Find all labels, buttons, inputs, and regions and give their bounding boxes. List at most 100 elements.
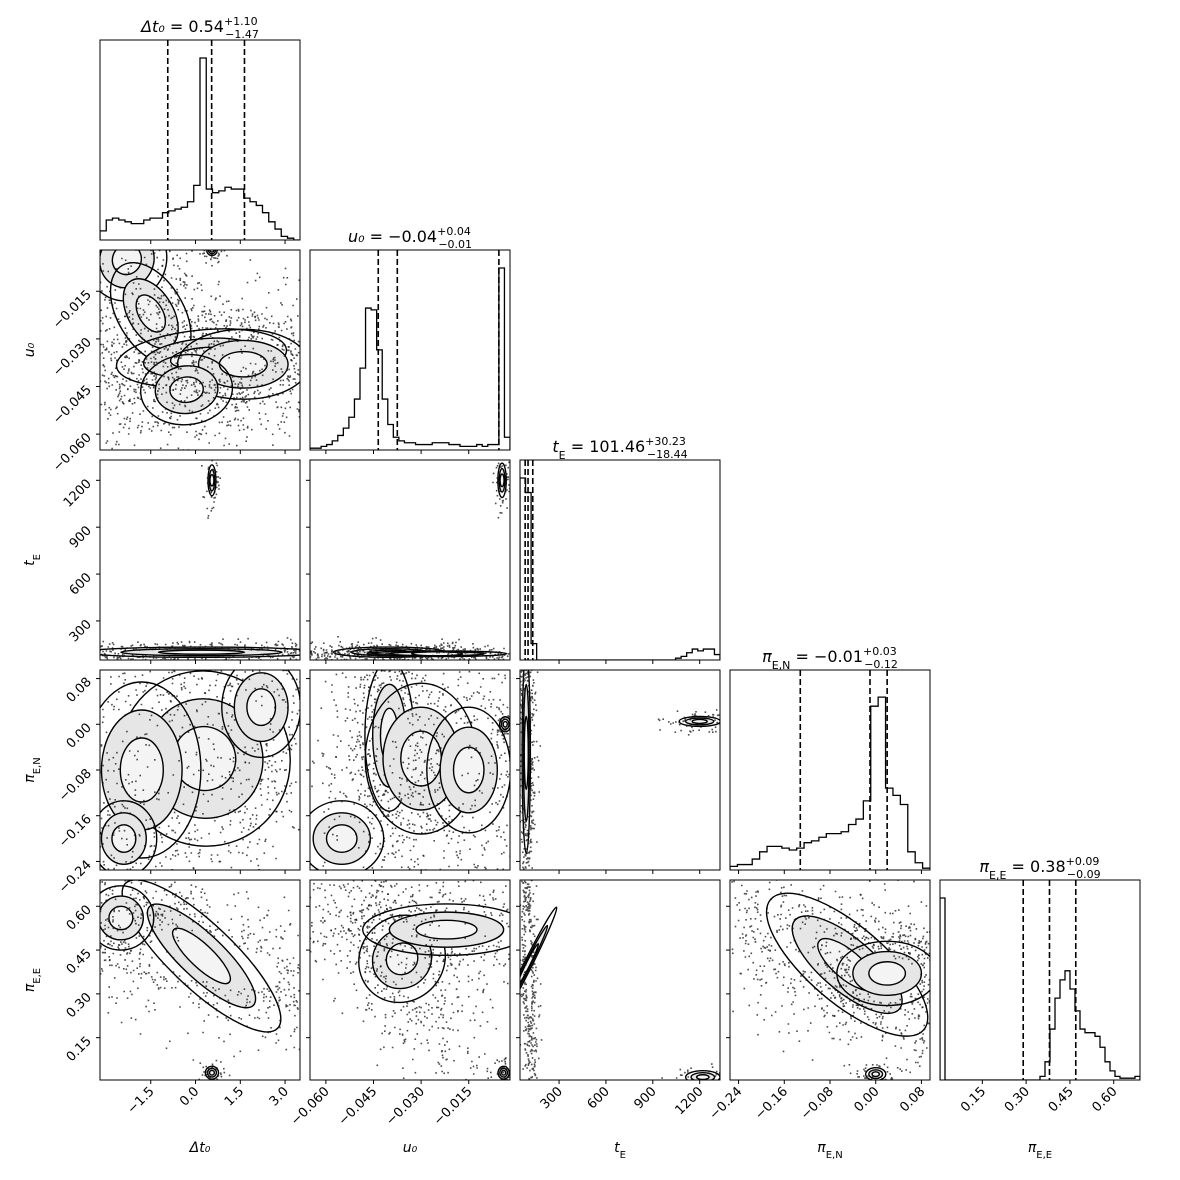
y-tick-label-piEE: 0.45: [64, 946, 95, 977]
contour-level-0: [100, 646, 300, 659]
density-fill: [765, 892, 930, 1080]
scatter-cloud-0: [520, 670, 542, 870]
density-fill: [100, 670, 300, 870]
scatter-cloud-0: [310, 636, 510, 660]
scatter-cloud-2: [192, 1059, 231, 1080]
contour-level-0: [100, 885, 155, 951]
contour-level-2: [499, 473, 505, 488]
y-tick-label-tE: 300: [67, 617, 95, 645]
x-tick-label-tE: 600: [585, 1084, 613, 1112]
density-fill: [100, 250, 300, 426]
contour-level-2: [691, 718, 708, 725]
panel-frame-0-0: [99, 39, 301, 241]
y-tick-label-piEN: −0.24: [56, 858, 95, 897]
scatter-points: [100, 250, 300, 450]
y-tick-label-tE: 600: [67, 570, 95, 598]
x-tick-label-dt0: 3.0: [267, 1084, 292, 1109]
x-tick-label-piEN: 0.08: [897, 1084, 928, 1115]
x-tick-label-dt0: 0.0: [177, 1084, 202, 1109]
x-tick-label-piEE: 0.30: [1002, 1084, 1033, 1115]
x-tick-label-tE: 300: [538, 1084, 566, 1112]
contour-level-0: [684, 1069, 720, 1080]
scatter-cloud-2: [492, 460, 510, 519]
x-axis-label-tE: tE: [614, 1140, 626, 1161]
x-tick-label-piEN: −0.08: [798, 1084, 837, 1123]
y-tick-label-u0: −0.060: [50, 430, 95, 475]
contour-level-0: [362, 903, 510, 957]
contour-level-2: [523, 715, 529, 791]
contour-level-2: [157, 649, 246, 655]
x-tick-label-piEE: 0.45: [1046, 1084, 1077, 1115]
y-axis-label-piEE: πE,E: [22, 968, 43, 992]
contour-level-2: [169, 376, 204, 404]
y-tick-label-piEN: −0.16: [56, 812, 95, 851]
panel-title-u0: u₀ = −0.04+0.04 −0.01: [348, 225, 472, 251]
panel-frame-4-1: [309, 879, 511, 1081]
contour-level-2: [695, 1074, 710, 1080]
contour-level-0: [100, 800, 158, 870]
contour-level-0: [121, 880, 282, 1033]
x-tick-label-piEE: 0.15: [958, 1084, 989, 1115]
contour-level-0: [221, 670, 300, 759]
scatter-layer: [100, 250, 930, 1080]
panel-frame-4-0: [99, 879, 301, 1081]
contour-level-2: [400, 730, 443, 787]
scatter-points: [310, 460, 510, 660]
contour-level-2: [119, 737, 164, 803]
contour-level-2: [325, 824, 358, 853]
density-fill: [358, 903, 510, 1080]
x-tick-label-piEE: 0.60: [1089, 1084, 1120, 1115]
scatter-points: [100, 460, 300, 660]
x-tick-label-dt0: −1.5: [125, 1084, 158, 1117]
y-tick-label-piEN: 0.08: [64, 675, 95, 706]
x-tick-label-piEN: 0.00: [851, 1084, 882, 1115]
contour-level-2: [415, 919, 478, 940]
y-tick-label-tE: 900: [67, 523, 95, 551]
panel-frame-4-4: [939, 879, 1141, 1081]
y-tick-label-piEN: −0.08: [56, 766, 95, 805]
scatter-cloud-3: [491, 703, 510, 744]
scatter-cloud-0: [100, 670, 300, 870]
scatter-cloud-0: [310, 880, 507, 1080]
histogram-piEE: [940, 897, 1140, 1080]
contour-level-2: [452, 746, 485, 794]
scatter-cloud-2: [849, 1057, 903, 1080]
scatter-panel-piEN-vs-dt0: [100, 670, 300, 870]
density-fill: [520, 906, 720, 1080]
x-tick-label-u0: −0.060: [288, 1084, 333, 1129]
x-tick-label-u0: −0.045: [336, 1084, 381, 1129]
scatter-panel-piEN-vs-tE: [520, 670, 720, 870]
scatter-cloud-1: [310, 646, 510, 660]
x-tick-label-u0: −0.030: [383, 1084, 428, 1129]
x-tick-label-dt0: 1.5: [222, 1084, 247, 1109]
histogram-dt0: [100, 57, 300, 240]
x-tick-label-piEN: −0.24: [707, 1084, 746, 1123]
panel-title-dt0: Δt₀ = 0.54+1.10 −1.47: [139, 15, 259, 41]
scatter-cloud-5: [202, 250, 228, 264]
panel-frame-2-1: [309, 459, 511, 661]
scatter-panel-piEE-vs-tE: [520, 880, 720, 1080]
density-fill: [100, 464, 300, 659]
scatter-panel-piEE-vs-u0: [310, 880, 510, 1080]
scatter-cloud-1: [100, 670, 297, 870]
scatter-points: [520, 880, 720, 1080]
panel-frame-1-0: [99, 249, 301, 451]
panel-frames-layer: [96, 39, 1141, 1084]
scatter-panel-piEE-vs-dt0: [100, 880, 300, 1080]
text-layer: Δt₀ = 0.54+1.10 −1.47−0.060−0.045−0.030−0…: [22, 15, 1121, 1161]
scatter-cloud-1: [310, 880, 510, 1023]
panel-frame-2-0: [99, 459, 301, 661]
contour-level-2: [246, 688, 277, 727]
contour-level-2: [171, 927, 232, 985]
y-tick-label-piEE: 0.60: [64, 902, 95, 933]
scatter-points: [100, 670, 300, 870]
x-axis-label-dt0: Δt₀: [189, 1140, 211, 1156]
contour-level-2: [868, 961, 907, 986]
panel-frame-1-1: [309, 249, 511, 451]
panel-frame-2-2: [519, 459, 721, 661]
y-axis-label-piEN: πE,N: [22, 757, 43, 782]
x-tick-label-tE: 1200: [673, 1084, 707, 1118]
scatter-points: [520, 670, 720, 870]
panel-title-tE: tE = 101.46+30.23 −18.44: [552, 435, 687, 462]
